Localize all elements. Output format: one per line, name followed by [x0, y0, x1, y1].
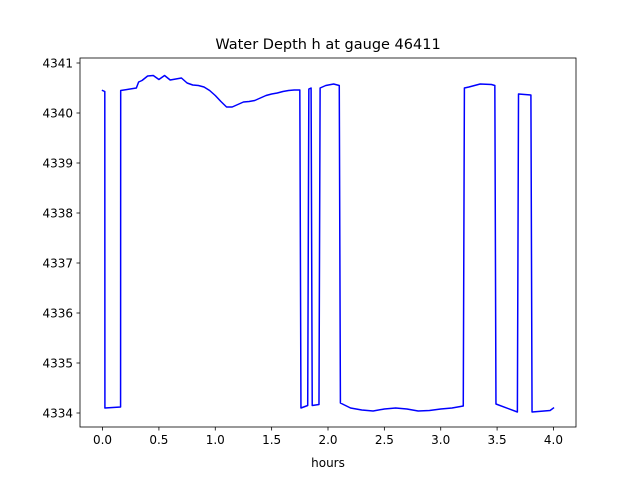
- plot-area: 0.0 0.5 1.0 1.5 2.0 2.5 3.0 3.5 4.0 4334 4335 4336 4…: [42, 56, 577, 447]
- x-tick-label: 4.0: [544, 433, 563, 447]
- y-tick-label: 4339: [42, 156, 73, 170]
- y-tick-label: 4340: [42, 106, 73, 120]
- y-tick-label: 4336: [42, 306, 73, 320]
- y-tick-label: 4341: [42, 56, 73, 70]
- chart-title: Water Depth h at gauge 46411: [215, 37, 440, 53]
- y-tick-label: 4335: [42, 356, 73, 370]
- x-tick-label: 0.0: [93, 433, 112, 447]
- x-tick-label: 1.5: [262, 433, 281, 447]
- x-tick-label: 2.5: [375, 433, 394, 447]
- x-tick-label: 3.5: [488, 433, 507, 447]
- x-tick-label: 1.0: [206, 433, 225, 447]
- x-axis-label: hours: [311, 456, 345, 470]
- series-line-0: [101, 74, 555, 413]
- x-tick-label: 0.5: [149, 433, 168, 447]
- x-tick-label: 3.0: [431, 433, 450, 447]
- y-tick-label: 4337: [42, 256, 73, 270]
- y-tick-label: 4334: [42, 406, 73, 420]
- y-tick-label: 4338: [42, 206, 73, 220]
- x-tick-label: 2.0: [318, 433, 337, 447]
